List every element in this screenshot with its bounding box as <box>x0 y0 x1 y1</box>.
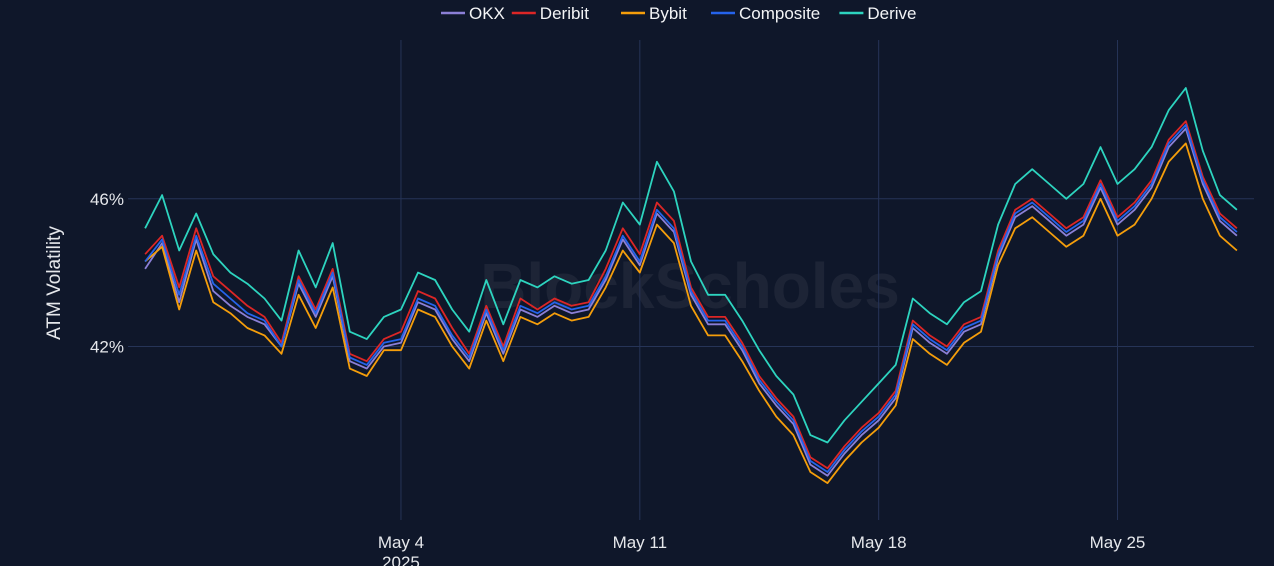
x-tick-label: May 25 <box>1090 533 1146 552</box>
legend-label: Derive <box>867 4 916 23</box>
y-tick-label: 42% <box>90 337 124 356</box>
x-tick-year-label: 2025 <box>382 553 420 566</box>
series-line-deribit <box>144 120 1238 470</box>
y-tick-label: 46% <box>90 190 124 209</box>
legend-label: Composite <box>739 4 820 23</box>
series-line-composite <box>144 124 1238 473</box>
legend-label: OKX <box>469 4 505 23</box>
legend-item-deribit[interactable]: Deribit <box>511 4 589 23</box>
x-tick-label: May 11 <box>613 533 668 552</box>
legend-item-okx[interactable]: OKX <box>441 4 505 23</box>
legend-item-bybit[interactable]: Bybit <box>621 4 687 23</box>
legend-label: Deribit <box>540 4 589 23</box>
legend[interactable]: OKX Deribit Bybit Composite Derive <box>441 4 917 23</box>
legend-item-derive[interactable]: Derive <box>839 4 917 23</box>
gridlines <box>128 40 1254 520</box>
legend-item-composite[interactable]: Composite <box>711 4 820 23</box>
series-line-derive <box>144 87 1238 444</box>
x-tick-label: May 18 <box>851 533 907 552</box>
y-axis-ticks: 42% 46% <box>90 190 124 357</box>
legend-label: Bybit <box>649 4 687 23</box>
y-axis-title: ATM Volatility <box>44 226 65 340</box>
series-lines <box>144 87 1238 485</box>
series-line-okx <box>144 127 1238 477</box>
x-tick-label: May 4 <box>378 533 424 552</box>
series-line-bybit <box>144 142 1238 485</box>
